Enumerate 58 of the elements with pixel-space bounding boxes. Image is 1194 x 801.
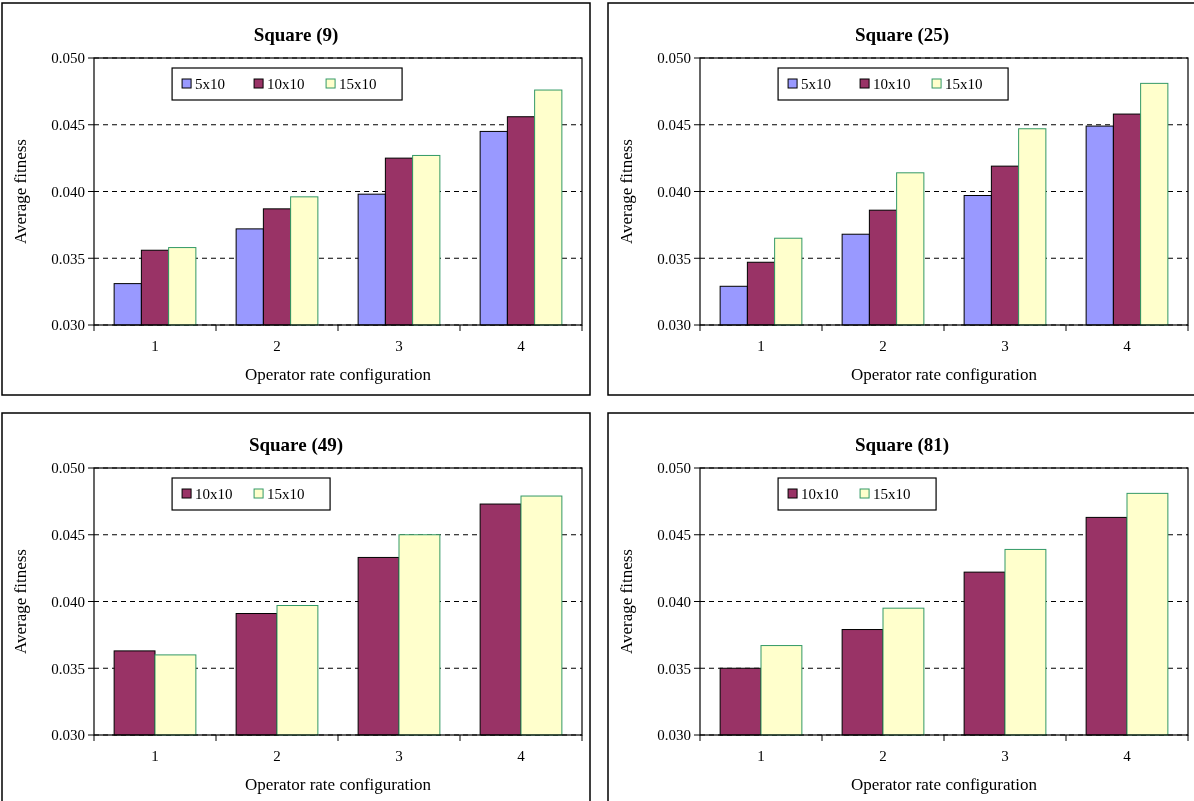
y-tick-label: 0.050 xyxy=(51,460,85,477)
chart-title: Square (9) xyxy=(253,24,339,46)
x-tick-label: 2 xyxy=(273,748,281,764)
legend-label: 15x10 xyxy=(873,486,911,503)
x-tick-label: 2 xyxy=(879,338,887,354)
x-tick-label: 3 xyxy=(1001,338,1009,354)
legend-label: 10x10 xyxy=(801,486,839,503)
y-tick-label: 0.045 xyxy=(657,527,691,543)
x-tick-label: 2 xyxy=(273,338,281,354)
chart-title: Square (49) xyxy=(248,434,344,456)
x-tick-label: 1 xyxy=(151,748,159,764)
y-tick-label: 0.035 xyxy=(51,660,85,677)
x-tick-label: 4 xyxy=(1123,748,1132,764)
y-tick-label: 0.030 xyxy=(51,727,85,744)
legend-label: 15x10 xyxy=(267,486,305,503)
x-axis-title: Operator rate configuration xyxy=(851,365,1038,384)
y-tick-label: 0.035 xyxy=(657,660,691,677)
y-tick-label: 0.050 xyxy=(657,460,691,477)
x-tick-label: 1 xyxy=(757,338,765,354)
y-tick-label: 0.030 xyxy=(657,727,691,744)
x-tick-label: 4 xyxy=(1123,338,1132,354)
x-axis-title: Operator rate configuration xyxy=(245,365,432,384)
y-tick-label: 0.045 xyxy=(51,117,85,133)
y-axis-title: Average fitness xyxy=(11,139,30,244)
x-tick-label: 1 xyxy=(151,338,159,354)
legend-label: 5x10 xyxy=(195,76,226,93)
x-tick-label: 4 xyxy=(517,748,526,764)
x-tick-label: 1 xyxy=(757,748,765,764)
legend-label: 15x10 xyxy=(339,76,377,93)
x-tick-label: 3 xyxy=(1001,748,1009,764)
y-axis-title: Average fitness xyxy=(11,549,30,654)
x-axis-title: Operator rate configuration xyxy=(245,775,432,794)
y-axis-title: Average fitness xyxy=(617,549,636,654)
chart-title: Square (25) xyxy=(854,24,950,46)
legend-label: 15x10 xyxy=(945,76,983,93)
x-tick-label: 4 xyxy=(517,338,526,354)
x-tick-label: 3 xyxy=(395,338,403,354)
y-tick-label: 0.030 xyxy=(657,317,691,334)
y-tick-label: 0.045 xyxy=(51,527,85,543)
x-tick-label: 2 xyxy=(879,748,887,764)
legend-label: 10x10 xyxy=(195,486,233,503)
x-tick-label: 3 xyxy=(395,748,403,764)
legend-label: 5x10 xyxy=(801,76,832,93)
y-tick-label: 0.035 xyxy=(51,250,85,267)
y-tick-label: 0.050 xyxy=(51,50,85,67)
y-tick-label: 0.030 xyxy=(51,317,85,334)
chart-title: Square (81) xyxy=(854,434,950,456)
y-tick-label: 0.040 xyxy=(657,593,691,610)
y-tick-label: 0.040 xyxy=(51,183,85,200)
legend-label: 10x10 xyxy=(267,76,305,93)
y-tick-label: 0.040 xyxy=(657,183,691,200)
y-axis-title: Average fitness xyxy=(617,139,636,244)
y-tick-label: 0.035 xyxy=(657,250,691,267)
x-axis-title: Operator rate configuration xyxy=(851,775,1038,794)
legend-label: 10x10 xyxy=(873,76,911,93)
y-tick-label: 0.045 xyxy=(657,117,691,133)
y-tick-label: 0.040 xyxy=(51,593,85,610)
y-tick-label: 0.050 xyxy=(657,50,691,67)
